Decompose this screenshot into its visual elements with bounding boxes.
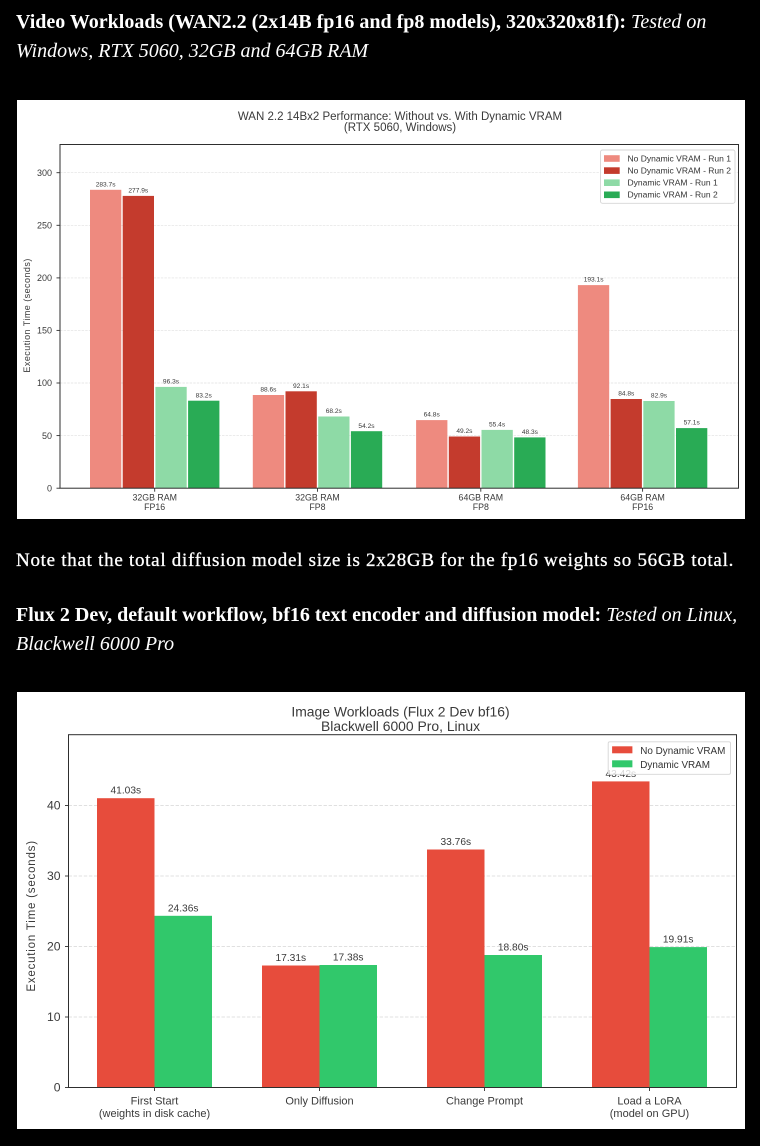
- svg-text:40: 40: [47, 799, 61, 813]
- svg-text:96.3s: 96.3s: [163, 379, 180, 386]
- svg-text:(weights in disk cache): (weights in disk cache): [99, 1108, 210, 1120]
- svg-text:No Dynamic VRAM: No Dynamic VRAM: [640, 746, 725, 757]
- svg-text:Execution Time (seconds): Execution Time (seconds): [26, 840, 38, 992]
- svg-text:Blackwell 6000 Pro, Linux: Blackwell 6000 Pro, Linux: [321, 718, 480, 734]
- svg-text:84.8s: 84.8s: [618, 391, 635, 398]
- svg-text:64.8s: 64.8s: [424, 412, 441, 419]
- svg-text:0: 0: [54, 1081, 61, 1095]
- svg-text:Dynamic VRAM - Run 2: Dynamic VRAM - Run 2: [628, 190, 718, 200]
- svg-text:No Dynamic VRAM - Run 2: No Dynamic VRAM - Run 2: [628, 166, 732, 176]
- svg-text:18.80s: 18.80s: [498, 943, 529, 954]
- svg-text:0: 0: [47, 483, 52, 493]
- svg-text:32GB RAM: 32GB RAM: [132, 493, 177, 503]
- svg-text:83.2s: 83.2s: [196, 392, 213, 399]
- svg-text:FP8: FP8: [309, 502, 325, 512]
- svg-text:150: 150: [37, 326, 52, 336]
- svg-text:193.1s: 193.1s: [584, 277, 605, 284]
- svg-text:82.9s: 82.9s: [651, 393, 668, 400]
- svg-text:48.3s: 48.3s: [522, 429, 539, 436]
- svg-text:FP16: FP16: [144, 502, 165, 512]
- svg-text:32GB RAM: 32GB RAM: [295, 493, 340, 503]
- svg-text:WAN 2.2 14Bx2 Performance: Wit: WAN 2.2 14Bx2 Performance: Without vs. W…: [238, 111, 562, 123]
- svg-text:10: 10: [47, 1010, 61, 1024]
- svg-text:24.36s: 24.36s: [168, 903, 199, 914]
- svg-text:100: 100: [37, 378, 52, 388]
- svg-text:277.9s: 277.9s: [128, 188, 149, 195]
- svg-text:17.38s: 17.38s: [333, 953, 364, 964]
- svg-text:200: 200: [37, 273, 52, 283]
- svg-text:Dynamic VRAM - Run 1: Dynamic VRAM - Run 1: [628, 178, 718, 188]
- svg-text:Only Diffusion: Only Diffusion: [285, 1095, 353, 1107]
- svg-text:68.2s: 68.2s: [326, 408, 343, 415]
- svg-text:88.6s: 88.6s: [260, 387, 277, 394]
- svg-text:First Start: First Start: [131, 1095, 179, 1107]
- svg-text:57.1s: 57.1s: [684, 420, 701, 427]
- svg-text:Dynamic VRAM: Dynamic VRAM: [640, 760, 710, 771]
- svg-text:Change Prompt: Change Prompt: [446, 1095, 523, 1107]
- svg-text:30: 30: [47, 869, 61, 883]
- svg-text:Load a LoRA: Load a LoRA: [617, 1095, 682, 1107]
- svg-text:Image Workloads (Flux 2 Dev bf: Image Workloads (Flux 2 Dev bf16): [291, 703, 509, 719]
- svg-text:FP16: FP16: [632, 502, 653, 512]
- svg-text:No Dynamic VRAM - Run 1: No Dynamic VRAM - Run 1: [628, 153, 732, 163]
- svg-text:250: 250: [37, 221, 52, 231]
- svg-text:20: 20: [47, 940, 61, 954]
- svg-text:41.03s: 41.03s: [111, 786, 142, 797]
- svg-text:55.4s: 55.4s: [489, 422, 506, 429]
- svg-text:49.2s: 49.2s: [456, 428, 473, 435]
- svg-text:92.1s: 92.1s: [293, 383, 310, 390]
- svg-text:64GB RAM: 64GB RAM: [620, 493, 665, 503]
- svg-text:(RTX 5060, Windows): (RTX 5060, Windows): [344, 122, 456, 134]
- svg-text:(model on GPU): (model on GPU): [610, 1108, 689, 1120]
- svg-text:FP8: FP8: [473, 502, 489, 512]
- svg-text:64GB RAM: 64GB RAM: [459, 493, 504, 503]
- svg-text:283.7s: 283.7s: [96, 181, 117, 188]
- svg-text:54.2s: 54.2s: [358, 423, 375, 430]
- svg-text:Execution Time (seconds): Execution Time (seconds): [22, 258, 32, 372]
- svg-text:19.91s: 19.91s: [663, 935, 694, 946]
- svg-text:33.76s: 33.76s: [441, 837, 472, 848]
- svg-text:300: 300: [37, 168, 52, 178]
- svg-text:50: 50: [42, 431, 52, 441]
- svg-text:17.31s: 17.31s: [276, 953, 307, 964]
